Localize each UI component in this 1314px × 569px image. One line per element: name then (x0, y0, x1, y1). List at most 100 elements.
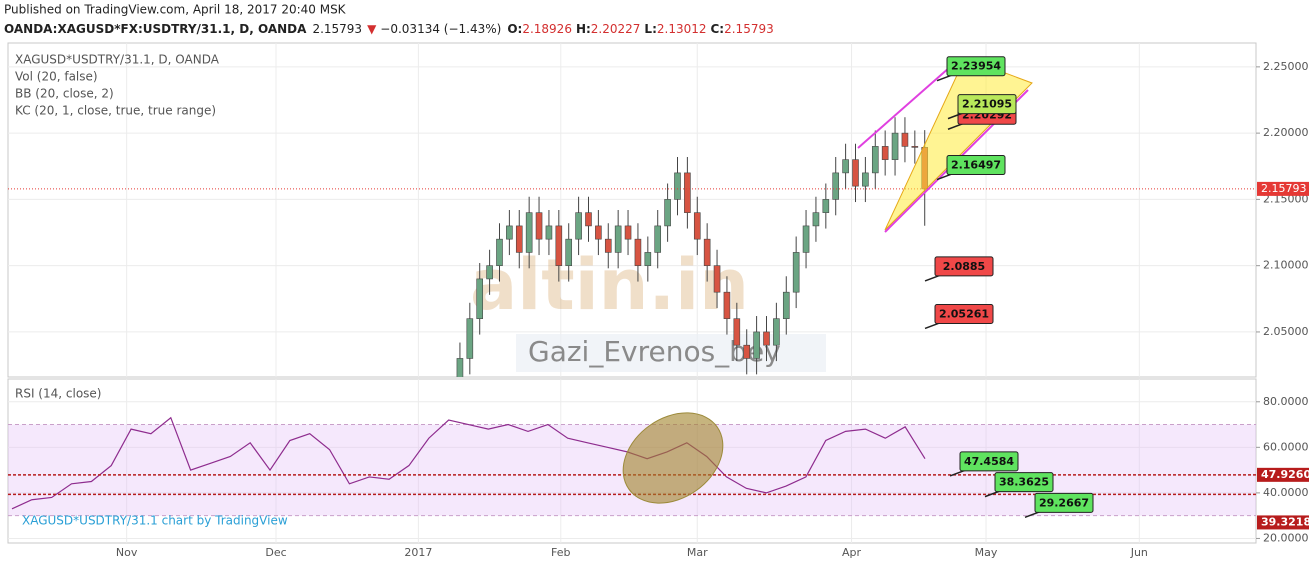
arrow: ▼ (367, 22, 377, 36)
callout-box (934, 256, 994, 277)
trend-line (857, 59, 959, 149)
candle-body (555, 225, 563, 266)
candle-body (684, 172, 691, 213)
candle-body (614, 225, 622, 253)
x-tick-label: Mar (687, 546, 708, 559)
candle-body (654, 225, 662, 253)
ohlc-label: O: (507, 22, 522, 36)
candle-body (456, 358, 464, 377)
ohlc-value: 2.15793 (724, 22, 774, 36)
last-price-label: 2.15793 (1261, 182, 1307, 195)
level-box (1257, 515, 1309, 530)
candle-body (911, 146, 919, 148)
quote-line: OANDA:XAGUSD*FX:USDTRY/31.1, D, OANDA 2.1… (4, 22, 774, 36)
callout-label: 2.21095 (962, 98, 1012, 111)
ohlc-value: 2.18926 (522, 22, 572, 36)
candle-body (792, 252, 800, 293)
level-label: 39.3218 (1261, 515, 1311, 528)
candle-body (476, 278, 484, 319)
y-tick-label: 2.20000 (1263, 126, 1309, 139)
x-tick-label: Dec (265, 546, 286, 559)
candle-body (743, 344, 751, 359)
callout-box (946, 56, 1006, 77)
change: −0.03134 (−1.43%) (380, 22, 501, 36)
candle-body (832, 172, 840, 200)
highlight (622, 412, 724, 504)
ohlc-value: 2.20227 (591, 22, 641, 36)
x-tick-label: Jun (1130, 546, 1148, 559)
candle-body (733, 318, 741, 346)
last: 2.15793 (312, 22, 362, 36)
callout-box (994, 472, 1054, 493)
price-marks (8, 117, 1256, 377)
candle-body (644, 252, 652, 266)
candle-body (693, 212, 701, 240)
candle-body (674, 172, 681, 200)
candle-body (466, 318, 474, 359)
y-tick-label: 2.05000 (1263, 325, 1309, 338)
callout-label: 2.23954 (951, 60, 1001, 73)
candle-body (881, 146, 889, 160)
candle-body (822, 199, 830, 213)
indicator-legend: KC (20, 1, close, true, true range) (15, 104, 216, 118)
candle-body (852, 159, 859, 187)
callout-label: 2.05261 (939, 307, 989, 320)
level-box (1257, 467, 1309, 482)
candle-body (486, 265, 493, 280)
callout-label: 2.16497 (951, 159, 1001, 172)
candle-body (506, 225, 513, 240)
x-tick-label: 2017 (404, 546, 432, 559)
callout-box (946, 155, 1006, 176)
candle-body (525, 212, 533, 253)
y-tick-label: 20.0000 (1263, 531, 1309, 544)
candle-body (763, 331, 770, 346)
x-tick-label: May (975, 546, 998, 559)
brand-watermark: altin.in (470, 244, 749, 326)
published: Published on TradingView.com, April 18, … (4, 3, 347, 17)
x-tick-label: Nov (116, 546, 138, 559)
callout-box (1034, 492, 1094, 513)
candle-body (595, 225, 602, 240)
layer (8, 43, 1256, 543)
ohlc-value: 2.13012 (657, 22, 707, 36)
candle-body (664, 199, 671, 227)
indicator-legend: XAGUSD*USDTRY/31.1, D, OANDA (15, 53, 220, 67)
candle-body (891, 132, 899, 160)
candle-body (624, 225, 632, 240)
candle-body (782, 291, 790, 319)
layer (8, 117, 1256, 517)
y-tick-label: 60.0000 (1263, 440, 1309, 453)
candle-body (713, 265, 721, 293)
candle-body (723, 291, 731, 319)
rsi-panel (7, 378, 1257, 544)
x-tick-label: Apr (842, 546, 862, 559)
ohlc-label: H: (576, 22, 591, 36)
x-tick-label: Feb (551, 546, 570, 559)
y-tick-label: 2.10000 (1263, 259, 1309, 272)
author-watermark: Gazi_Evrenos_bey (528, 335, 781, 368)
candle-body (515, 225, 523, 253)
ohlc-label: L: (644, 22, 656, 36)
price-panel (7, 42, 1257, 378)
rsi-line (11, 416, 926, 510)
level-label: 47.9260 (1261, 468, 1311, 481)
last-price-box (1257, 181, 1309, 196)
candle-body (753, 331, 760, 359)
callout-label: 2.0885 (943, 260, 985, 273)
y-tick-label: 80.0000 (1263, 395, 1309, 408)
candle-body (703, 238, 711, 266)
candle-body (604, 238, 612, 253)
candle-body (802, 225, 810, 253)
y-tick-label: 2.25000 (1263, 60, 1309, 73)
ohlc-label: C: (711, 22, 725, 36)
candle-body (575, 212, 582, 240)
y-tick-label: 40.0000 (1263, 486, 1309, 499)
indicator-legend: BB (20, close, 2) (15, 87, 114, 101)
callout-label: 47.4584 (964, 455, 1014, 468)
indicator-legend: Vol (20, false) (15, 70, 98, 84)
callout-box (957, 94, 1017, 115)
candle-body (545, 225, 553, 240)
candle-body (862, 172, 869, 187)
